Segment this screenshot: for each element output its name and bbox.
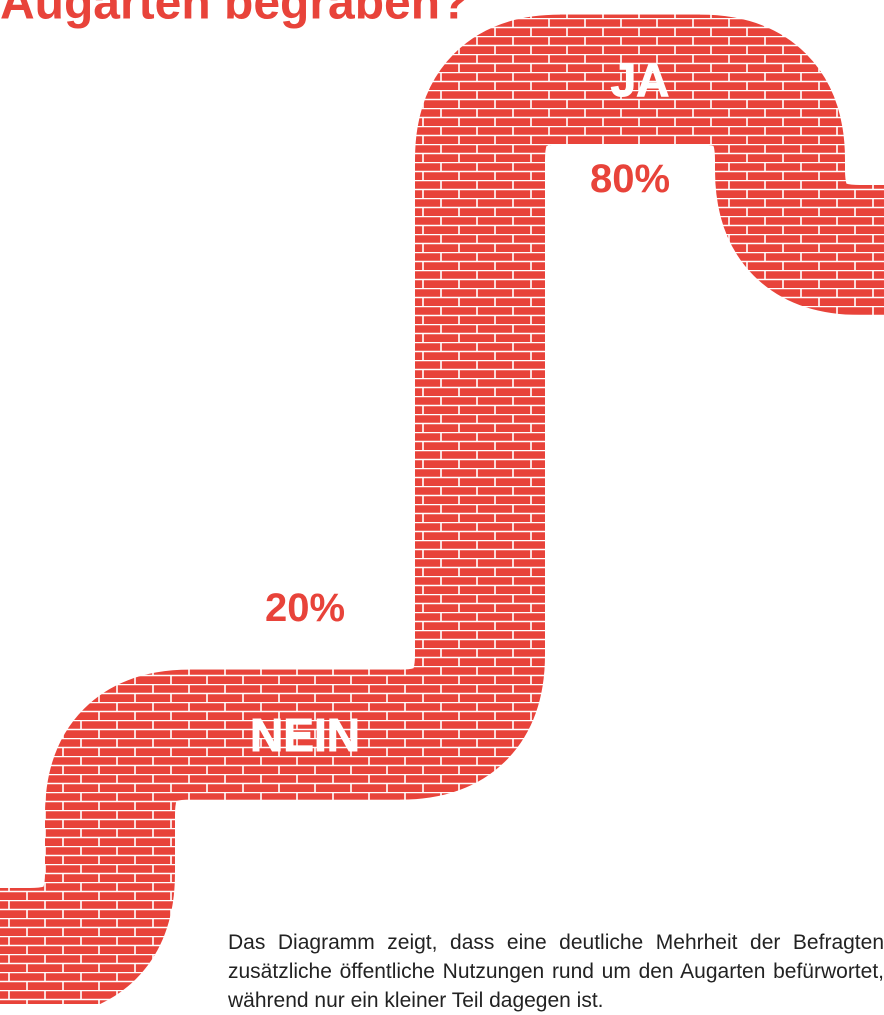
value-label: 80%: [590, 157, 670, 201]
value-label: 20%: [265, 586, 345, 630]
chart-title: Augarten begraben?: [0, 0, 469, 30]
brick-road: [0, 14, 884, 1004]
category-label: NEIN: [250, 709, 360, 761]
category-label: JA: [611, 54, 670, 106]
caption: Das Diagramm zeigt, dass eine deutliche …: [228, 931, 884, 1012]
